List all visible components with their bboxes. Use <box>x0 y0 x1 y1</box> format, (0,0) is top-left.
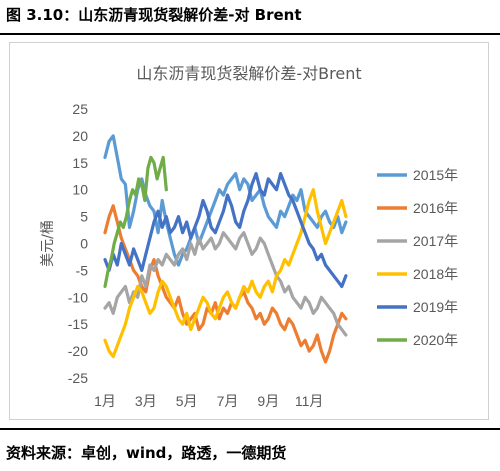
chart-title: 山东沥青现货裂解价差-对Brent <box>136 64 361 83</box>
legend-label: 2019年 <box>413 299 458 315</box>
x-tick-label: 7月 <box>217 393 239 409</box>
x-tick-label: 11月 <box>295 393 324 409</box>
y-tick-label: 10 <box>72 182 88 198</box>
chart-frame <box>9 42 489 420</box>
legend-label: 2017年 <box>413 233 458 249</box>
top-rule <box>0 33 500 35</box>
y-tick-label: -15 <box>68 316 88 332</box>
y-tick-labels: 25 20 15 10 5 0 -5 -10 -15 -20 -25 <box>68 101 88 386</box>
y-tick-label: -10 <box>68 289 88 305</box>
y-tick-label: 25 <box>72 101 88 117</box>
series-line-4 <box>103 172 348 289</box>
y-tick-label: -20 <box>68 343 88 359</box>
y-tick-label: -25 <box>68 370 88 386</box>
source-note: 资料来源：卓创，wind，路透，一德期货 <box>6 444 287 462</box>
legend-label: 2020年 <box>413 332 458 348</box>
series-line-3 <box>103 188 348 359</box>
y-tick-label: -5 <box>76 262 89 278</box>
series-line-2 <box>103 231 348 337</box>
x-tick-label: 3月 <box>135 393 157 409</box>
figure-caption: 图 3.10：山东沥青现货裂解价差-对 Brent <box>6 6 302 24</box>
x-tick-label: 9月 <box>257 393 279 409</box>
bottom-rule <box>0 428 500 430</box>
y-tick-label: 15 <box>72 155 88 171</box>
legend-label: 2015年 <box>413 167 458 183</box>
x-tick-label: 5月 <box>176 393 198 409</box>
series-line-5 <box>103 155 168 289</box>
x-tick-label: 1月 <box>94 393 116 409</box>
legend-label: 2016年 <box>413 200 458 216</box>
y-tick-label: 5 <box>80 209 88 225</box>
series-lines <box>103 134 348 364</box>
y-tick-label: 20 <box>72 128 88 144</box>
legend: 2015年 2016年 2017年 2018年 2019年 2020年 <box>377 167 458 348</box>
series-line-1 <box>103 204 348 364</box>
y-axis-label: 美元/桶 <box>40 220 56 267</box>
y-tick-label: 0 <box>80 236 88 252</box>
x-tick-labels: 1月 3月 5月 7月 9月 11月 <box>94 393 323 409</box>
legend-label: 2018年 <box>413 266 458 282</box>
